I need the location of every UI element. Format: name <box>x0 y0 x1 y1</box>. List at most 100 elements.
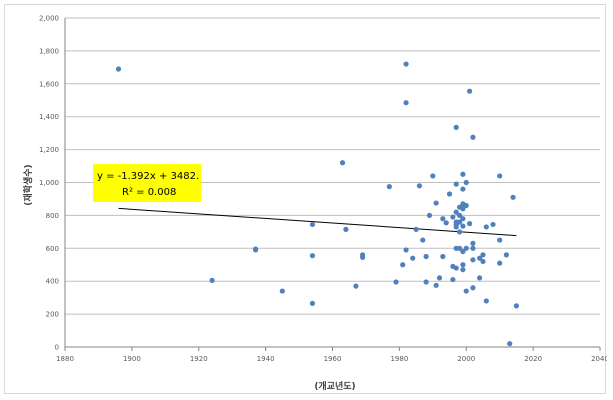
data-point <box>456 212 463 218</box>
data-point <box>359 254 366 260</box>
data-point <box>309 253 316 259</box>
x-tick-label: 2000 <box>457 355 475 363</box>
data-point <box>309 300 316 307</box>
y-axis-title: (재학생수) <box>22 164 34 205</box>
data-point <box>456 219 463 225</box>
y-tick-label: 200 <box>46 311 59 319</box>
data-point <box>416 183 423 189</box>
data-point <box>450 276 456 283</box>
data-point <box>460 206 466 212</box>
data-point <box>115 66 122 72</box>
x-tick-label: 1940 <box>257 355 275 363</box>
data-point <box>209 277 215 283</box>
data-point <box>440 216 446 222</box>
data-point <box>463 202 469 209</box>
data-point <box>480 258 486 265</box>
data-point <box>309 221 316 228</box>
data-point <box>400 262 406 268</box>
data-point <box>403 247 409 253</box>
y-tick-label: 2,000 <box>39 15 59 23</box>
data-point <box>279 288 285 294</box>
data-point <box>460 171 466 177</box>
data-point <box>433 282 439 288</box>
data-point <box>463 245 469 251</box>
data-point <box>426 212 433 218</box>
y-tick-label: 0 <box>55 344 59 352</box>
data-point <box>466 221 473 227</box>
y-tick-label: 1,400 <box>39 113 59 121</box>
equation-label-background <box>93 164 201 202</box>
equation-label: y = -1.392x + 3482. R² = 0.008 <box>93 164 201 202</box>
y-tick-label: 800 <box>46 212 59 220</box>
y-tick-label: 400 <box>46 278 59 286</box>
trendline-r-squared: R² = 0.008 <box>122 187 176 198</box>
grid-layer <box>65 17 600 315</box>
y-tick-label: 1,600 <box>39 80 59 88</box>
trend-layer <box>118 207 517 237</box>
data-point <box>430 173 436 179</box>
data-point <box>443 220 449 226</box>
data-point <box>423 253 429 260</box>
data-point <box>252 247 259 253</box>
data-point <box>480 252 486 258</box>
data-point <box>470 134 476 140</box>
data-point <box>386 184 392 190</box>
data-point <box>453 181 459 187</box>
data-point <box>483 224 489 230</box>
data-point <box>463 179 469 186</box>
data-point <box>460 223 466 229</box>
data-point <box>497 260 503 266</box>
data-point <box>403 100 409 106</box>
data-point <box>423 279 429 285</box>
data-point <box>513 303 520 309</box>
data-point <box>343 226 349 232</box>
data-point <box>453 265 459 271</box>
data-point <box>510 194 516 200</box>
chart-frame: 0 200 400 600 800 1,000 1,200 1,400 1,600 1,800 2,… <box>4 4 607 394</box>
data-point <box>353 283 359 289</box>
data-point <box>413 226 419 232</box>
data-point <box>433 200 439 206</box>
y-tick-label: 1,800 <box>39 47 59 55</box>
data-point <box>497 237 503 243</box>
x-tick-label: 1920 <box>190 355 208 363</box>
data-point <box>450 214 456 220</box>
x-tick-label: 2020 <box>524 355 542 363</box>
data-point <box>490 221 496 228</box>
data-point <box>470 285 476 291</box>
data-point <box>456 245 463 251</box>
y-tick-label: 1,000 <box>39 179 59 187</box>
data-point <box>460 267 466 273</box>
x-axis-title: (개교년도) <box>314 380 355 392</box>
x-tick-label: 1880 <box>56 355 74 363</box>
data-point <box>440 253 446 260</box>
data-point <box>460 248 466 255</box>
trendline-equation: y = -1.392x + 3482. <box>97 171 199 182</box>
data-point <box>460 186 466 192</box>
data-point <box>453 224 459 230</box>
data-point <box>463 288 469 294</box>
data-point <box>503 252 509 258</box>
x-tick-label: 1900 <box>123 355 141 363</box>
data-point <box>477 255 483 261</box>
x-tick-label: 2040 <box>591 355 607 363</box>
data-point <box>470 257 476 263</box>
point-layer <box>115 61 520 347</box>
axis-layer: 0 200 400 600 800 1,000 1,200 1,400 1,600 1,800 2,… <box>39 15 607 364</box>
y-tick-label: 600 <box>46 245 59 253</box>
data-point <box>453 209 459 215</box>
data-point <box>403 61 409 67</box>
data-point <box>410 255 416 261</box>
data-point <box>507 341 513 347</box>
data-point <box>453 124 459 130</box>
data-point <box>339 160 346 166</box>
y-tick-label: 1,200 <box>39 146 59 154</box>
data-point <box>456 229 463 235</box>
scatter-chart: 0 200 400 600 800 1,000 1,200 1,400 1,600 1,800 2,… <box>22 15 607 393</box>
data-point <box>483 298 489 304</box>
data-point <box>420 237 426 243</box>
data-point <box>460 216 466 222</box>
x-tick-label: 1960 <box>324 355 342 363</box>
data-point <box>393 279 399 285</box>
data-point <box>497 173 503 179</box>
